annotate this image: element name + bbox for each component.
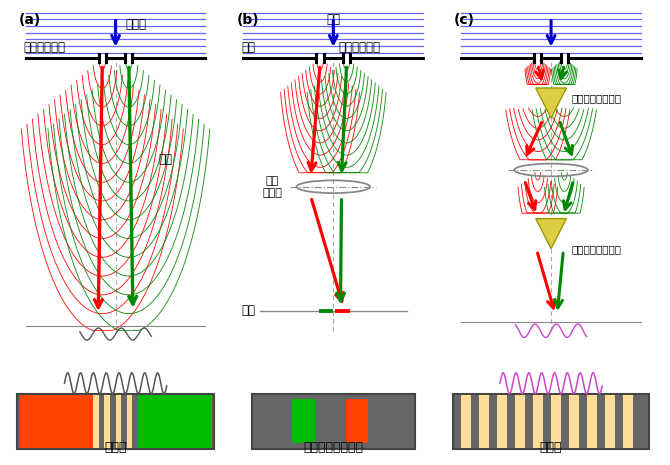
Bar: [98, 395, 105, 448]
FancyBboxPatch shape: [252, 394, 415, 449]
Text: 光軸: 光軸: [326, 13, 340, 26]
Polygon shape: [536, 219, 566, 249]
Text: 入射波: 入射波: [126, 18, 147, 31]
FancyBboxPatch shape: [17, 394, 214, 449]
Text: 上部バイプリズム: 上部バイプリズム: [572, 93, 622, 103]
Bar: [127, 395, 133, 448]
Bar: [19, 395, 93, 448]
Bar: [587, 395, 597, 448]
Bar: [623, 395, 633, 448]
Bar: [551, 395, 561, 448]
Bar: [515, 395, 525, 448]
Bar: [479, 395, 489, 448]
FancyBboxPatch shape: [453, 394, 649, 449]
Bar: [93, 395, 98, 448]
Bar: [105, 395, 110, 448]
Text: 像面: 像面: [241, 304, 255, 317]
Bar: [346, 399, 368, 443]
Text: 二重スリット: 二重スリット: [23, 41, 66, 54]
Text: 干渉縞: 干渉縞: [105, 441, 127, 454]
Text: 二重スリットの像: 二重スリットの像: [304, 441, 363, 454]
Bar: [461, 395, 471, 448]
Bar: [133, 395, 138, 448]
Text: 物面: 物面: [241, 41, 255, 54]
Text: (a): (a): [19, 13, 41, 27]
Bar: [116, 395, 121, 448]
Bar: [569, 395, 579, 448]
Text: 下部バイプリズム: 下部バイプリズム: [572, 244, 622, 254]
Text: (c): (c): [454, 13, 475, 27]
Bar: [121, 395, 127, 448]
Text: (b): (b): [237, 13, 259, 27]
Bar: [110, 395, 116, 448]
Polygon shape: [536, 88, 566, 118]
Bar: [292, 399, 315, 443]
Bar: [138, 395, 212, 448]
Text: 対物
レンズ: 対物 レンズ: [263, 176, 282, 198]
Text: 干渉縞: 干渉縞: [540, 441, 562, 454]
Bar: [497, 395, 507, 448]
Text: 二重スリット: 二重スリット: [338, 41, 381, 54]
Bar: [605, 395, 615, 448]
Bar: [533, 395, 543, 448]
Text: 波面: 波面: [159, 153, 172, 166]
